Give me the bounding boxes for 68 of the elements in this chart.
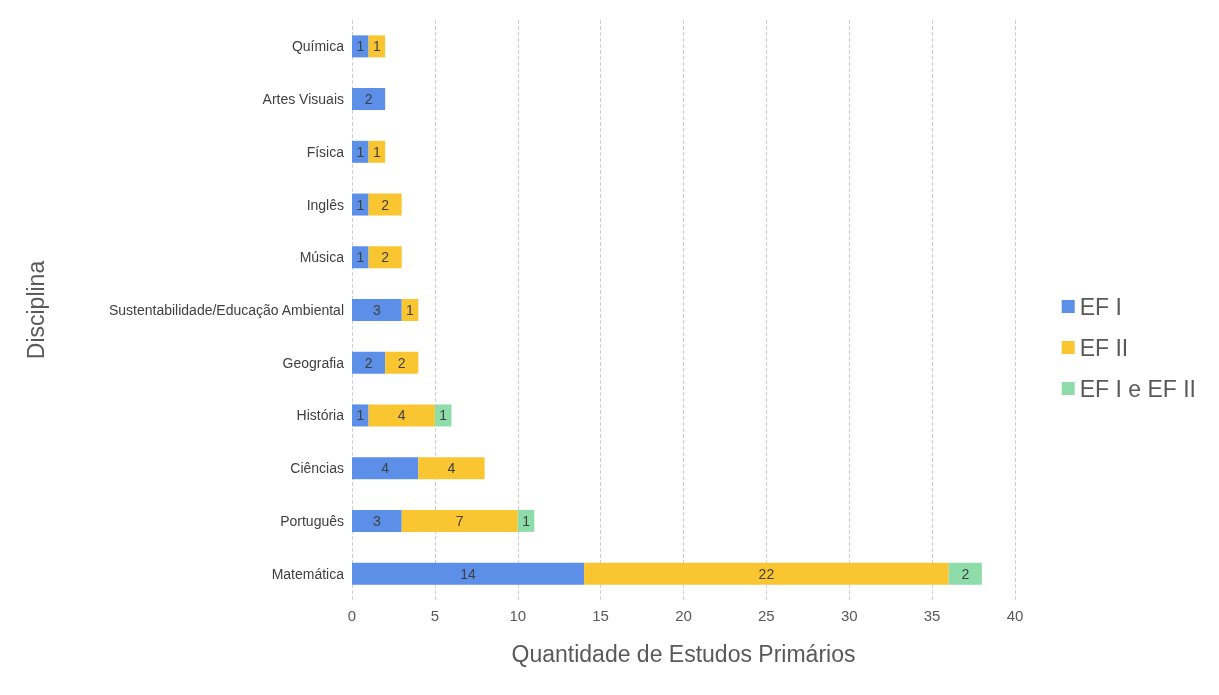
legend-label: EF I e EF II: [1079, 375, 1197, 402]
legend-label: EF I: [1079, 293, 1122, 320]
bar: [352, 509, 402, 532]
data-label: 1: [372, 38, 381, 55]
bar: [352, 88, 386, 111]
data-label: 2: [381, 249, 390, 266]
bar: [418, 457, 485, 480]
data-label: 3: [372, 512, 381, 529]
bar: [352, 562, 585, 585]
bar: [352, 299, 402, 321]
data-label: 2: [364, 91, 373, 108]
x-tick-label: 15: [592, 607, 609, 624]
x-tick-label: 40: [1006, 607, 1024, 624]
y-tick-label: Artes Visuais: [262, 91, 344, 108]
y-tick-label: Matemática: [271, 565, 345, 582]
x-tick-label: 5: [430, 607, 440, 624]
x-tick-label: 0: [347, 607, 357, 624]
data-label: 1: [372, 143, 381, 160]
x-tick-label: 10: [509, 607, 527, 624]
data-label: 1: [356, 38, 365, 55]
y-tick-label: História: [296, 407, 345, 424]
data-label: 14: [460, 565, 477, 582]
bar: [368, 404, 435, 427]
bar: [352, 35, 369, 58]
data-label: 1: [356, 407, 365, 424]
data-label: 3: [372, 302, 381, 318]
x-tick-label: 25: [758, 607, 775, 624]
bar: [352, 193, 369, 216]
y-tick-label: Português: [280, 512, 344, 529]
bar: [948, 562, 982, 585]
data-label: 1: [439, 407, 448, 424]
data-label: 4: [381, 460, 390, 477]
data-label: 1: [356, 249, 365, 266]
bar: [368, 246, 402, 269]
x-axis-title: Quantidade de Estudos Primários: [511, 640, 856, 667]
y-tick-label: Música: [299, 249, 345, 266]
data-label: 1: [356, 196, 365, 213]
bar: [368, 193, 402, 216]
y-tick-label: Sustentabilidade/Educação Ambiental: [108, 302, 344, 318]
data-label: 2: [397, 354, 406, 371]
data-label: 4: [447, 460, 456, 477]
y-tick-label: Geografia: [282, 354, 345, 371]
x-tick-label: 35: [923, 607, 941, 624]
bar: [352, 140, 369, 163]
x-tick-label: 30: [840, 607, 858, 624]
y-tick-label: Física: [306, 143, 345, 160]
bar: [352, 351, 386, 374]
bar: [352, 246, 369, 269]
bar: [584, 562, 949, 585]
bar: [401, 509, 518, 532]
data-label: 2: [961, 565, 970, 582]
data-label: 1: [356, 143, 365, 160]
data-label: 1: [522, 512, 531, 529]
y-tick-label: Ciências: [290, 460, 344, 477]
data-label: 1: [406, 302, 415, 318]
bar: [352, 457, 419, 480]
data-label: 2: [381, 196, 390, 213]
legend-label: EF II: [1079, 334, 1129, 361]
data-label: 7: [455, 512, 464, 529]
bar: [352, 404, 369, 427]
y-tick-label: Química: [291, 38, 345, 55]
x-tick-label: 20: [675, 607, 692, 624]
data-label: 4: [397, 407, 406, 424]
data-label: 22: [758, 565, 775, 582]
bar: [385, 351, 419, 374]
data-label: 2: [364, 354, 373, 371]
y-tick-label: Inglês: [306, 196, 344, 213]
y-axis-title: Disciplina: [22, 260, 49, 360]
